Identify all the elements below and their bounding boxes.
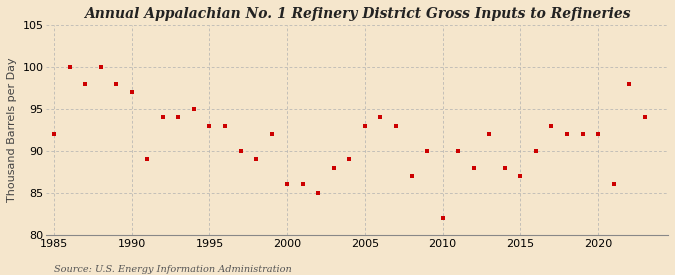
Point [391,123,402,128]
Point [608,182,619,186]
Point [422,148,433,153]
Point [577,132,588,136]
Point [639,115,650,119]
Point [298,182,308,186]
Point [360,123,371,128]
Point [453,148,464,153]
Point [531,148,541,153]
Point [188,107,199,111]
Point [157,115,168,119]
Point [329,165,340,170]
Point [375,115,386,119]
Point [593,132,603,136]
Point [562,132,572,136]
Point [437,216,448,220]
Point [126,90,137,94]
Point [95,65,106,69]
Point [313,191,324,195]
Point [468,165,479,170]
Text: Source: U.S. Energy Information Administration: Source: U.S. Energy Information Administ… [54,265,292,274]
Point [250,157,261,161]
Point [142,157,153,161]
Point [515,174,526,178]
Point [624,81,634,86]
Point [406,174,417,178]
Point [111,81,122,86]
Point [235,148,246,153]
Point [500,165,510,170]
Point [546,123,557,128]
Point [219,123,230,128]
Point [204,123,215,128]
Point [173,115,184,119]
Point [484,132,495,136]
Title: Annual Appalachian No. 1 Refinery District Gross Inputs to Refineries: Annual Appalachian No. 1 Refinery Distri… [84,7,630,21]
Point [266,132,277,136]
Point [344,157,355,161]
Point [80,81,90,86]
Point [282,182,293,186]
Point [49,132,59,136]
Point [64,65,75,69]
Y-axis label: Thousand Barrels per Day: Thousand Barrels per Day [7,57,17,202]
